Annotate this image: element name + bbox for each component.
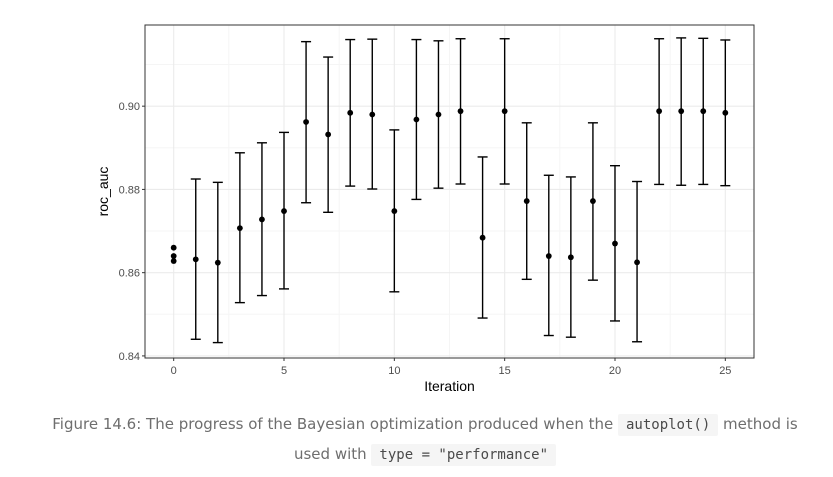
- error-bars: [190, 37, 731, 344]
- data-point: [281, 208, 287, 214]
- caption-code-type: type = "performance": [371, 444, 556, 466]
- y-tick-label: 0.86: [119, 268, 140, 280]
- y-tick-label: 0.90: [119, 101, 140, 113]
- data-point: [170, 253, 177, 259]
- caption-text-2: method is used with: [293, 415, 798, 463]
- data-point: [567, 254, 574, 261]
- data-point: [722, 109, 729, 116]
- data-point: [303, 119, 309, 125]
- data-point: [501, 108, 508, 115]
- data-point: [369, 111, 376, 118]
- data-point: [457, 108, 464, 115]
- x-tick-label: 20: [609, 365, 621, 377]
- data-point: [347, 109, 354, 116]
- data-point: [236, 225, 243, 232]
- data-point: [700, 108, 707, 115]
- data-point: [214, 259, 221, 266]
- x-tick-label: 10: [388, 365, 400, 377]
- panel-border: [144, 24, 755, 359]
- data-point: [678, 108, 685, 115]
- data-point: [634, 259, 640, 266]
- data-point: [391, 208, 398, 214]
- y-tick-label: 0.88: [119, 184, 140, 196]
- data-point: [413, 116, 420, 123]
- y-tick-label: 0.84: [119, 351, 140, 363]
- y-axis-ticks: 0.84 0.86 0.88 0.90: [119, 101, 145, 363]
- data-point: [259, 216, 265, 223]
- x-tick-label: 0: [171, 365, 177, 377]
- data-point: [170, 258, 177, 264]
- data-point: [192, 256, 199, 263]
- minor-gridlines: [145, 25, 754, 358]
- data-point: [479, 234, 486, 241]
- data-point: [545, 253, 552, 259]
- performance-chart: 0.84 0.86 0.88 0.90 0 5 10 15 20 25 Iteration ro…: [95, 24, 755, 394]
- data-point: [435, 111, 442, 118]
- data-point: [656, 108, 663, 115]
- data-point: [523, 198, 530, 204]
- y-axis-title: roc_auc: [95, 167, 111, 217]
- x-tick-label: 15: [499, 365, 511, 377]
- x-tick-label: 25: [719, 365, 731, 377]
- caption-text-1: Figure 14.6: The progress of the Bayesia…: [52, 415, 618, 433]
- caption-code-autoplot: autoplot(): [617, 414, 719, 436]
- figure-caption: Figure 14.6: The progress of the Bayesia…: [40, 410, 810, 470]
- data-point: [170, 244, 177, 251]
- data-point: [590, 198, 596, 204]
- data-points: [170, 108, 729, 266]
- data-point: [325, 131, 332, 138]
- x-axis-title: Iteration: [424, 378, 475, 394]
- x-tick-label: 5: [281, 365, 287, 377]
- x-axis-ticks: 0 5 10 15 20 25: [171, 358, 731, 377]
- data-point: [612, 240, 618, 247]
